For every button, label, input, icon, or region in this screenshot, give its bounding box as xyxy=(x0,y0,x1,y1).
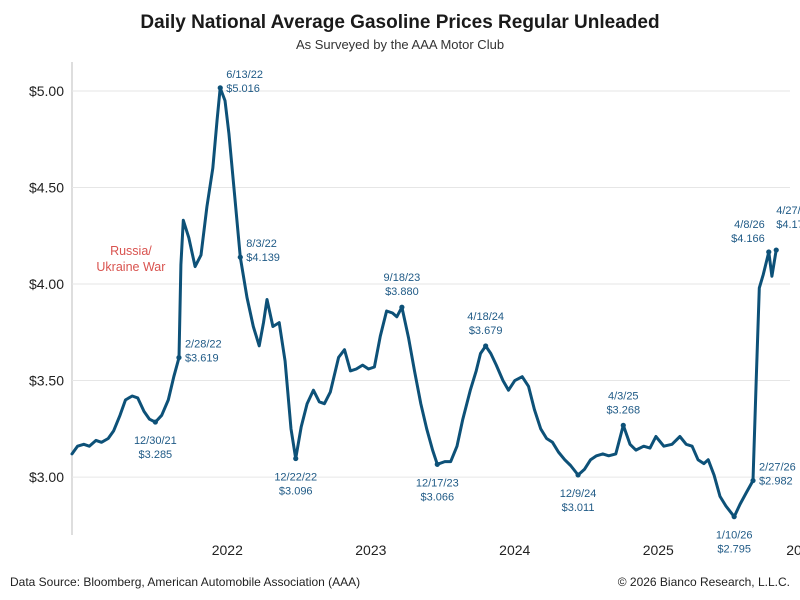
y-tick-label: $4.50 xyxy=(29,179,64,195)
annotation-marker xyxy=(293,455,299,462)
y-tick-label: $3.00 xyxy=(29,469,64,485)
annotation-date-label: 9/18/23 xyxy=(384,272,421,284)
x-tick-label: 2022 xyxy=(212,542,243,558)
annotation-marker xyxy=(152,419,158,425)
x-tick-label: 2023 xyxy=(355,542,386,558)
annotation-marker xyxy=(399,304,405,310)
annotation-value-label: $2.982 xyxy=(759,476,793,488)
annotation-marker xyxy=(750,477,756,484)
x-tick-label: 2025 xyxy=(643,542,674,558)
annotation-marker xyxy=(237,254,243,260)
annotation-value-label: $3.268 xyxy=(606,404,640,416)
chart-subtitle: As Surveyed by the AAA Motor Club xyxy=(295,37,505,52)
event-label-line1: Russia/ xyxy=(110,244,152,258)
annotation-date-label: 12/22/22 xyxy=(274,472,317,484)
annotation-date-label: 1/10/26 xyxy=(716,530,753,542)
annotation-value-label: $3.096 xyxy=(279,486,313,498)
annotation-date-label: 2/28/22 xyxy=(185,339,222,351)
annotation-value-label: $3.011 xyxy=(562,502,595,514)
annotation-value-label: $2.795 xyxy=(717,544,751,556)
annotation-date-label: 12/17/23 xyxy=(416,477,459,489)
annotation-date-label: 4/8/26 xyxy=(734,219,765,231)
annotation-value-label: $3.619 xyxy=(185,353,219,365)
annotation-date-label: 12/9/24 xyxy=(560,488,597,500)
annotation-marker xyxy=(434,461,440,467)
annotation-date-label: 8/3/22 xyxy=(246,238,277,250)
annotation-date-label: 4/18/24 xyxy=(467,311,504,323)
y-tick-label: $5.00 xyxy=(29,83,64,99)
annotation-date-label: 2/27/26 xyxy=(759,462,796,474)
annotation-marker xyxy=(766,249,772,255)
annotation-marker xyxy=(176,354,182,361)
data-source-note: Data Source: Bloomberg, American Automob… xyxy=(10,575,361,589)
x-tick-label: 2024 xyxy=(499,542,530,558)
annotation-marker xyxy=(483,343,489,349)
y-tick-label: $3.50 xyxy=(29,373,64,389)
chart-title: Daily National Average Gasoline Prices R… xyxy=(140,12,660,33)
annotation-marker xyxy=(217,85,223,91)
annotation-value-label: $3.679 xyxy=(469,325,503,337)
price-series-line xyxy=(70,86,778,519)
y-tick-label: $4.00 xyxy=(29,276,64,292)
event-label-line2: Ukraine War xyxy=(96,260,165,274)
copyright-note: © 2026 Bianco Research, L.L.C. xyxy=(617,575,790,589)
annotation-value-label: $3.066 xyxy=(420,491,454,503)
annotation-value-label: $4.139 xyxy=(246,252,280,264)
annotation-marker xyxy=(575,472,581,478)
annotation-date-label: 12/30/21 xyxy=(134,435,177,447)
annotation-value-label: $5.016 xyxy=(226,83,260,95)
annotation-date-label: 4/27/26 xyxy=(776,205,800,217)
annotation-marker xyxy=(731,514,737,520)
x-tick-label: 2026 xyxy=(786,542,800,558)
annotation-marker xyxy=(620,422,626,428)
annotation-value-label: $4.176 xyxy=(776,219,800,231)
annotation-date-label: 4/3/25 xyxy=(608,390,639,402)
annotation-date-label: 6/13/22 xyxy=(226,69,263,81)
annotation-marker xyxy=(773,247,779,253)
annotation-value-label: $4.166 xyxy=(731,233,765,245)
annotation-value-label: $3.285 xyxy=(139,449,173,461)
annotation-value-label: $3.880 xyxy=(385,286,419,298)
